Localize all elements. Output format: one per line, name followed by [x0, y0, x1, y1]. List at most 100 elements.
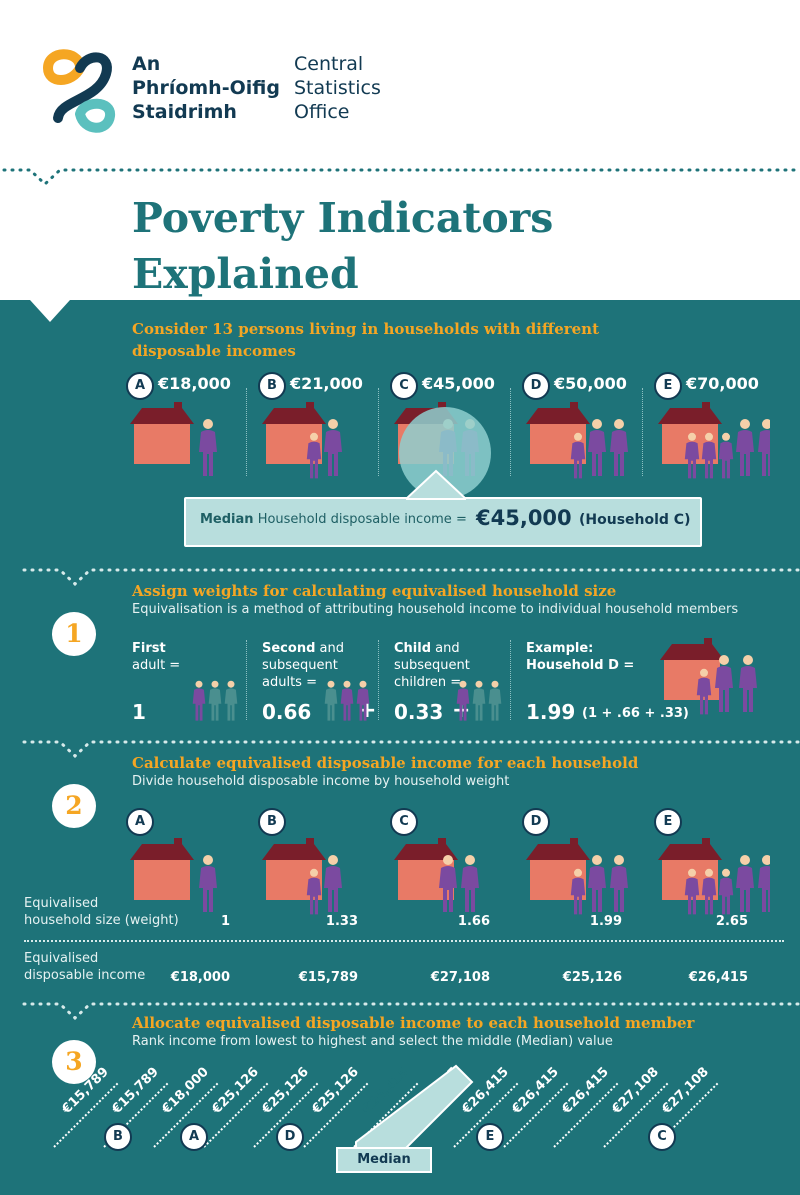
adult-icon [736, 419, 754, 476]
household-e-graphic [658, 402, 770, 479]
heading-line: Consider 13 persons living in households… [132, 320, 600, 338]
household-letter: D [522, 808, 550, 836]
weight-figures [192, 680, 238, 721]
income-value: €18,000 [170, 970, 230, 985]
second-adults-weight: 0.66 [262, 700, 312, 724]
label-line: disposable income [24, 968, 146, 983]
example-weight: 1.99 [526, 700, 576, 724]
adult-icon [588, 855, 606, 912]
label-line: Equivalised [24, 951, 99, 966]
household-letter: A [126, 808, 154, 836]
size-value: 1 [220, 914, 230, 929]
person-icon [488, 680, 502, 721]
logo-line: Phríomh-Oifig [132, 77, 280, 99]
adult-icon [739, 655, 757, 712]
household-e-graphic [658, 838, 770, 915]
second-adults-text: adults = [262, 675, 317, 690]
adult-icon [736, 855, 754, 912]
rank-group-letter: A [180, 1123, 208, 1151]
household-a-graphic [130, 838, 217, 912]
income-row-label: Equivalised disposable income [24, 950, 145, 984]
adult-icon [758, 419, 770, 476]
household-d-graphic [526, 402, 628, 479]
person-icon [324, 680, 338, 721]
dotted-divider [2, 168, 800, 187]
child-icon [701, 868, 717, 915]
child-icon [718, 432, 734, 479]
household-letter: E [654, 372, 682, 400]
rank-group-letter: D [276, 1123, 304, 1151]
second-adults-bold: Second [262, 641, 316, 656]
step-1-badge: 1 [52, 612, 96, 656]
separator [246, 640, 247, 720]
person-icon [208, 680, 222, 721]
example-formula: (1 + .66 + .33) [582, 706, 689, 721]
person-icon [340, 680, 354, 721]
income-value: €26,415 [688, 970, 748, 985]
person-icon [456, 680, 470, 721]
step-1-subheading: Equivalisation is a method of attributin… [132, 602, 739, 617]
size-row-label: Equivalised household size (weight) [24, 895, 179, 929]
child-icon [701, 432, 717, 479]
logo-line: Staidrimh [132, 101, 237, 123]
household-letter: C [390, 808, 418, 836]
child-icon [570, 868, 586, 915]
logo-line: Statistics [294, 77, 381, 99]
rank-group-letter: B [104, 1123, 132, 1151]
rank-group-letter: E [476, 1123, 504, 1151]
children-bold: Child [394, 641, 432, 656]
rank-group-letter: C [648, 1123, 676, 1151]
example-label: Example: Household D = [526, 640, 634, 674]
income-value: €15,789 [298, 970, 358, 985]
intro-heading: Consider 13 persons living in households… [132, 318, 599, 362]
household-a-graphic [130, 402, 217, 476]
household-letter: A [126, 372, 154, 400]
household-d-graphic [526, 838, 628, 915]
children-weight: 0.33 [394, 700, 444, 724]
income-value: €27,108 [430, 970, 490, 985]
example-line: Example: [526, 641, 594, 656]
child-icon [570, 432, 586, 479]
step-3-subheading: Rank income from lowest to highest and s… [132, 1034, 613, 1049]
median-tag: Median [336, 1147, 432, 1173]
adult-icon [199, 419, 217, 476]
median-pointer [406, 469, 466, 500]
section-notch [30, 300, 70, 322]
children-and: and [431, 641, 460, 656]
dotted-divider [22, 740, 800, 759]
house-icon [130, 402, 194, 464]
household-income: €50,000 [554, 374, 627, 393]
second-adults-text: subsequent [262, 658, 338, 673]
size-value: 1.99 [589, 914, 622, 929]
child-icon [306, 432, 322, 479]
household-letter: B [258, 372, 286, 400]
step-3-badge: 3 [52, 1040, 96, 1084]
logo-line: An [132, 53, 161, 75]
median-label: Median [200, 512, 254, 527]
adult-icon [199, 855, 217, 912]
median-box: Median Household disposable income = €45… [184, 469, 702, 547]
example-household-d-graphic [660, 638, 757, 715]
household-income: €70,000 [686, 374, 759, 393]
adult-icon [715, 655, 733, 712]
children-text: subsequent [394, 658, 470, 673]
child-icon [696, 668, 712, 715]
size-value: 2.65 [715, 914, 748, 929]
step-2-subheading: Divide household disposable income by ho… [132, 774, 510, 789]
adult-icon [758, 855, 770, 912]
household-income: €18,000 [158, 374, 231, 393]
separator [642, 388, 643, 476]
person-icon [192, 680, 206, 721]
child-icon [718, 868, 734, 915]
separator [378, 640, 379, 720]
second-adults-and: and [315, 641, 344, 656]
household-income: €45,000 [422, 374, 495, 393]
household-letter: E [654, 808, 682, 836]
label-line: household size (weight) [24, 913, 179, 928]
header: An Phríomh-Oifig Staidrimh Central Stati… [0, 0, 800, 300]
second-adults-label: Second and subsequent adults = [262, 640, 344, 691]
weight-figures [324, 680, 370, 721]
logo-line: Office [294, 101, 350, 123]
median-description: Household disposable income = [257, 512, 467, 527]
title-line: Explained [132, 250, 359, 298]
